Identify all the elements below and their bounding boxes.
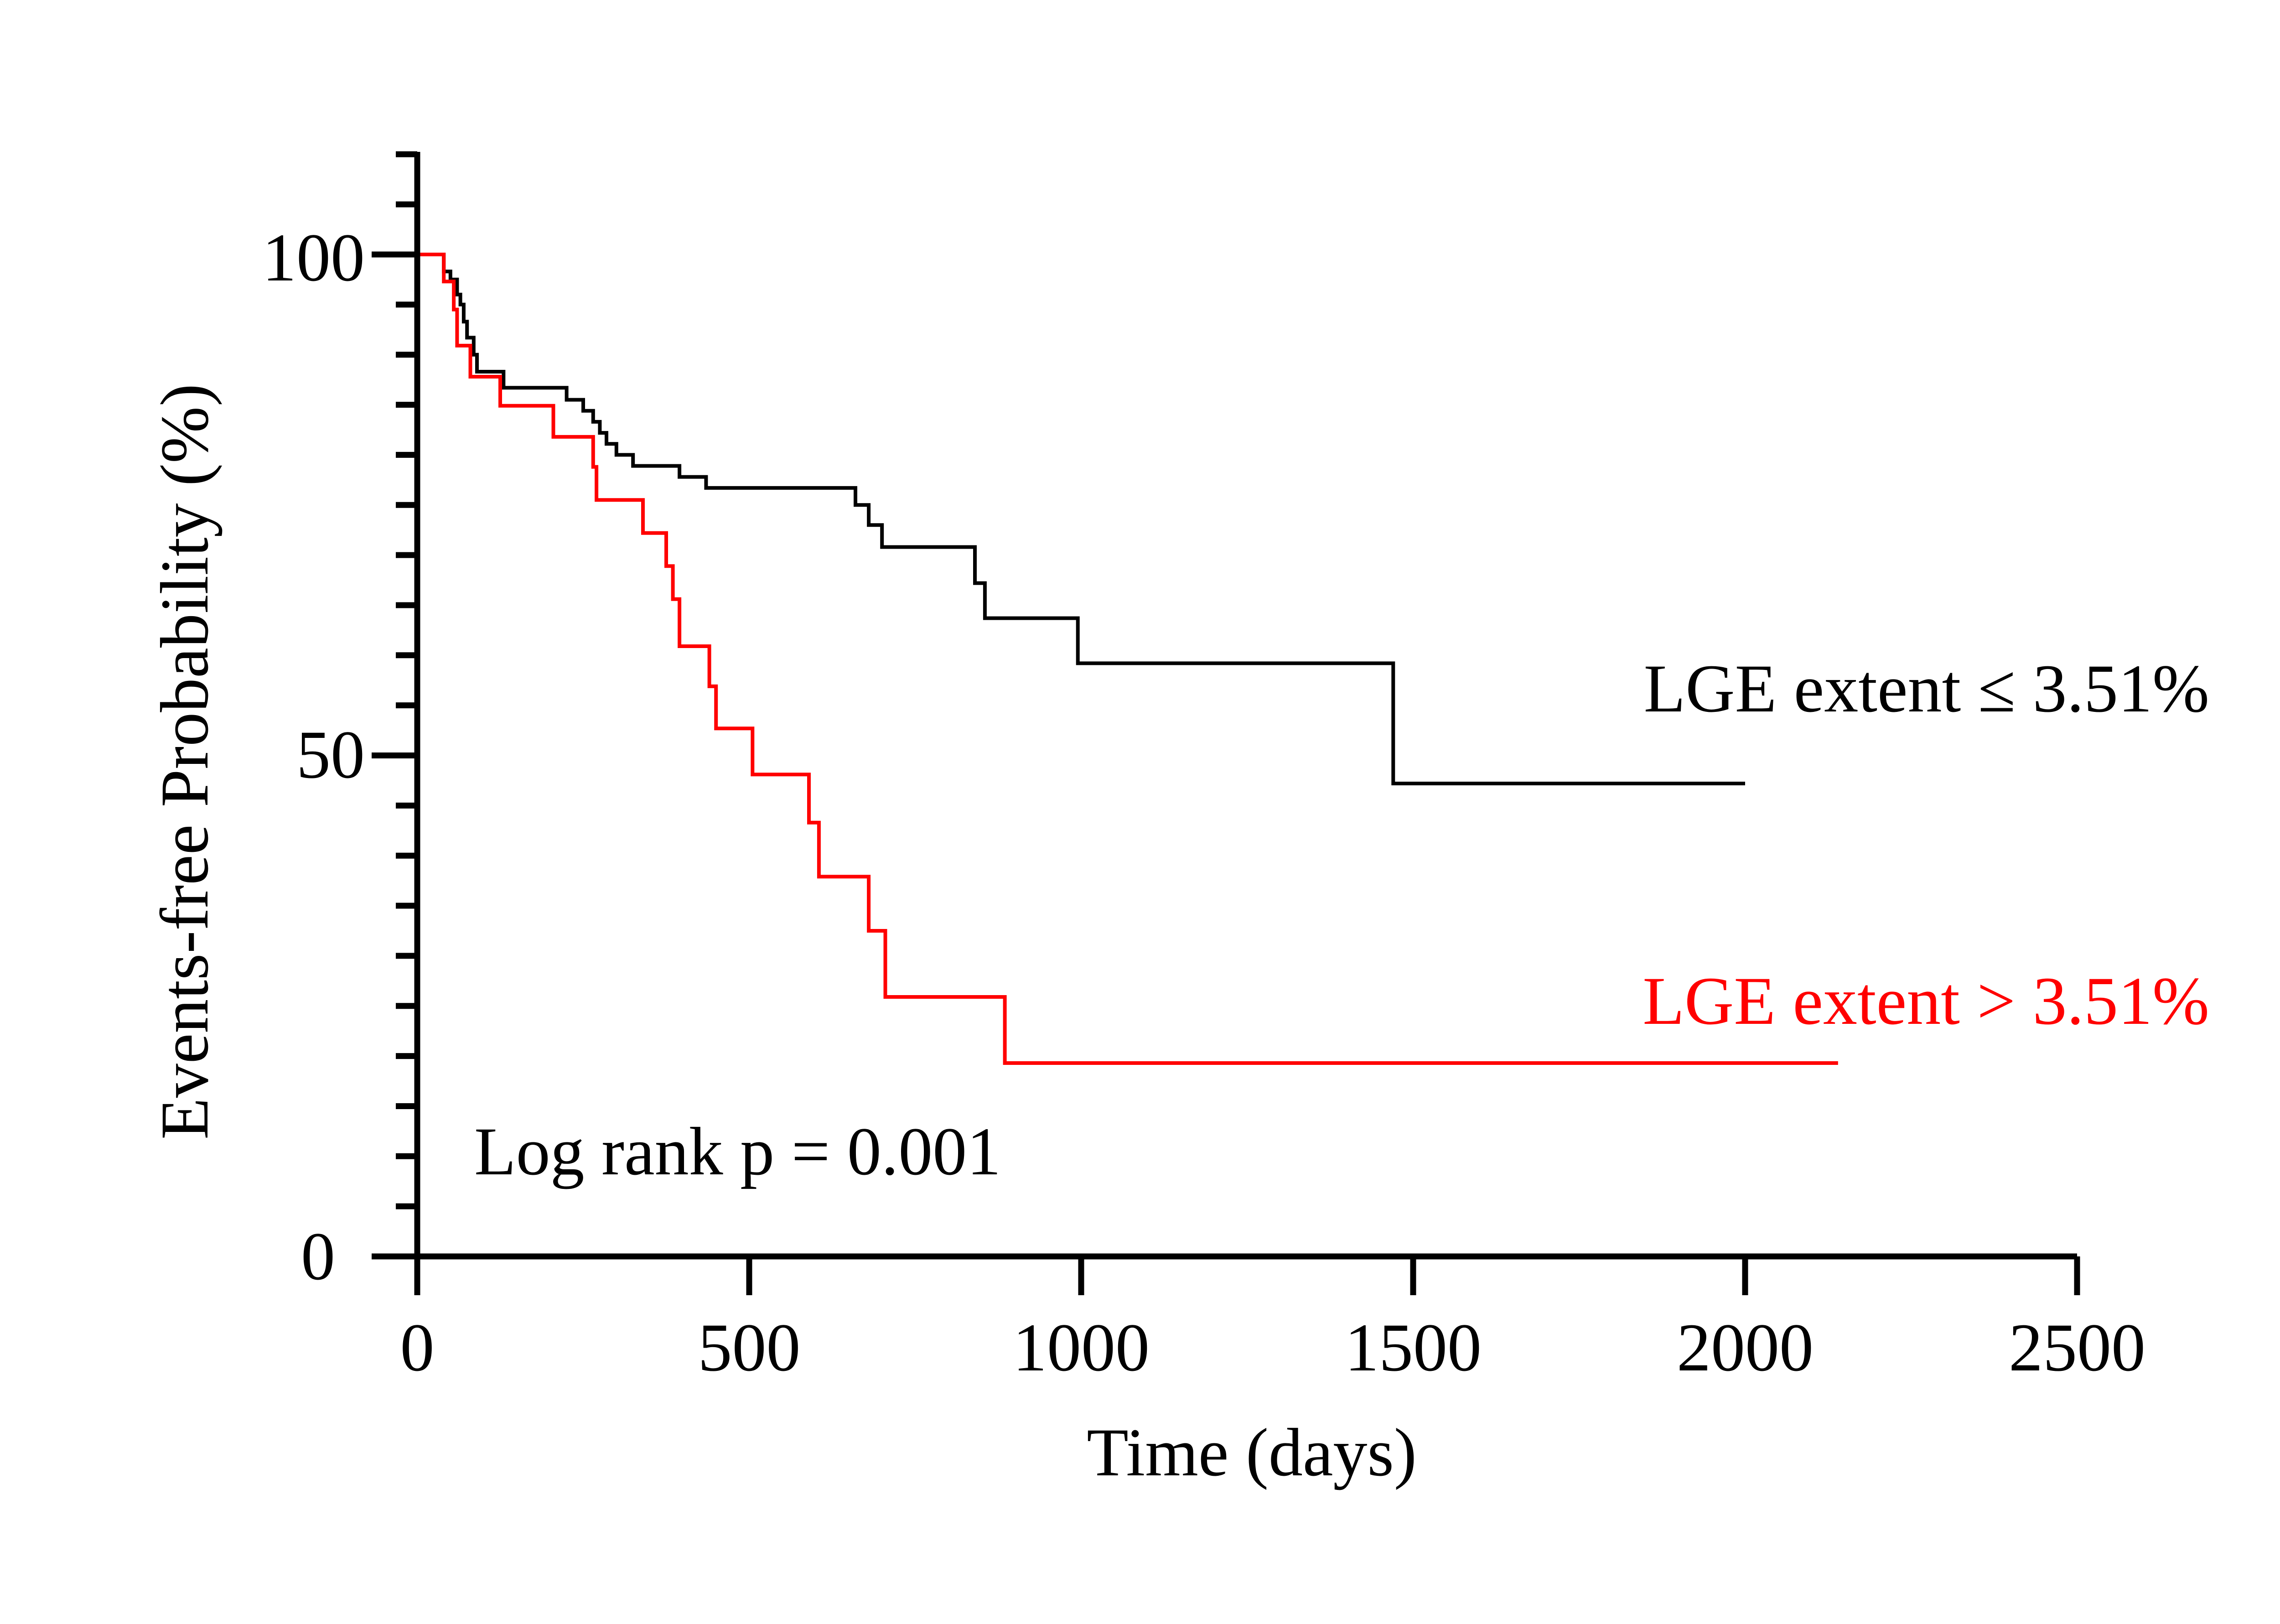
x-tick-label-0: 0 bbox=[400, 1310, 435, 1385]
x-tick-label-500: 500 bbox=[698, 1310, 801, 1385]
y-axis-title: Events-free Probability (%) bbox=[147, 384, 223, 1140]
x-axis-title: Time (days) bbox=[1087, 1415, 1417, 1490]
log-rank-annotation: Log rank p = 0.001 bbox=[474, 1114, 1001, 1189]
x-tick-label-1000: 1000 bbox=[1013, 1310, 1150, 1385]
x-tick-label-2500: 2500 bbox=[2009, 1310, 2145, 1385]
y-tick-label-0: 0 bbox=[301, 1219, 335, 1294]
y-tick-label-50: 50 bbox=[296, 717, 365, 793]
y-tick-label-100: 100 bbox=[262, 220, 365, 296]
legend-label-lge-low: LGE extent ≤ 3.51% bbox=[1644, 651, 2209, 726]
curve-lge-high bbox=[417, 253, 1838, 1065]
curve-lge-low bbox=[417, 253, 1745, 785]
x-tick-label-2000: 2000 bbox=[1677, 1310, 1814, 1385]
survival-curves bbox=[417, 253, 1838, 1065]
legend-label-lge-high: LGE extent > 3.51% bbox=[1643, 963, 2209, 1039]
tick-marks bbox=[372, 151, 2080, 1295]
x-tick-label-1500: 1500 bbox=[1345, 1310, 1482, 1385]
